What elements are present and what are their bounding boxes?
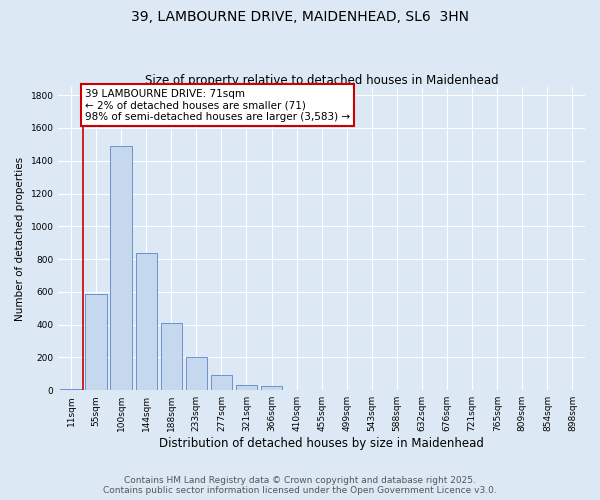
Bar [211,376,232,390]
X-axis label: Distribution of detached houses by size in Maidenhead: Distribution of detached houses by size … [159,437,484,450]
Bar [261,386,282,390]
Text: 39 LAMBOURNE DRIVE: 71sqm
← 2% of detached houses are smaller (71)
98% of semi-d: 39 LAMBOURNE DRIVE: 71sqm ← 2% of detach… [85,88,350,122]
Text: Contains HM Land Registry data © Crown copyright and database right 2025.
Contai: Contains HM Land Registry data © Crown c… [103,476,497,495]
Title: Size of property relative to detached houses in Maidenhead: Size of property relative to detached ho… [145,74,499,87]
Bar [85,294,107,390]
Bar [60,388,82,390]
Bar [185,358,207,390]
Bar [136,252,157,390]
Y-axis label: Number of detached properties: Number of detached properties [15,156,25,320]
Text: 39, LAMBOURNE DRIVE, MAIDENHEAD, SL6  3HN: 39, LAMBOURNE DRIVE, MAIDENHEAD, SL6 3HN [131,10,469,24]
Bar [236,386,257,390]
Bar [110,146,132,390]
Bar [161,323,182,390]
